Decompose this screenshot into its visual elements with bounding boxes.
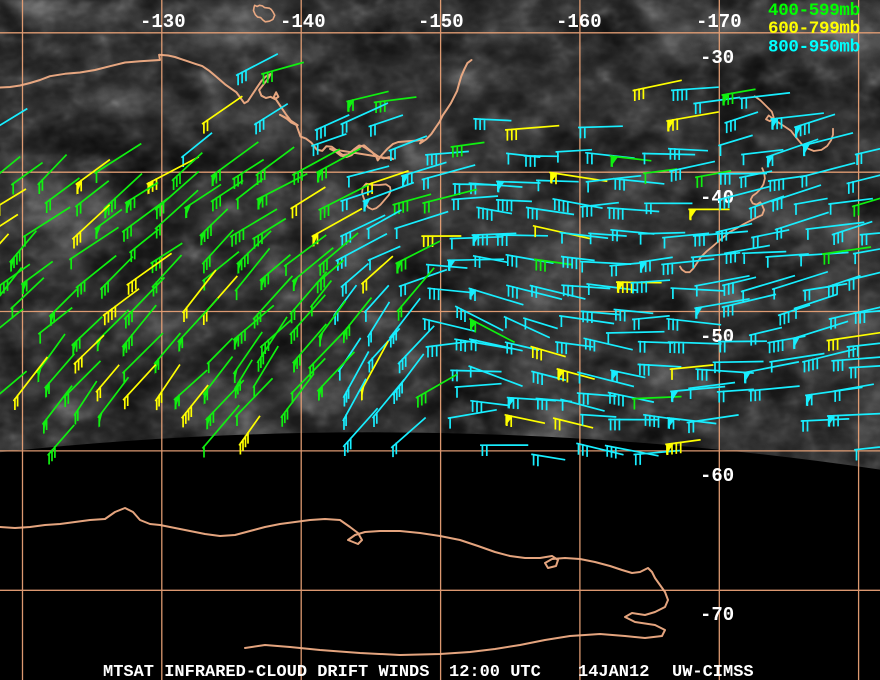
svg-text:14JAN12: 14JAN12: [578, 663, 649, 680]
svg-text:MTSAT INFRARED-CLOUD DRIFT WIN: MTSAT INFRARED-CLOUD DRIFT WINDS: [103, 663, 429, 680]
svg-text:-140: -140: [280, 11, 326, 33]
svg-text:600-799mb: 600-799mb: [768, 19, 860, 39]
svg-text:-130: -130: [140, 11, 186, 33]
svg-text:-50: -50: [700, 326, 734, 348]
svg-text:-160: -160: [556, 11, 602, 33]
svg-text:-150: -150: [418, 11, 464, 33]
svg-text:-70: -70: [700, 604, 734, 626]
svg-text:400-599mb: 400-599mb: [768, 1, 860, 21]
svg-text:-170: -170: [696, 11, 742, 33]
svg-text:12:00 UTC: 12:00 UTC: [449, 663, 541, 680]
svg-text:-60: -60: [700, 465, 734, 487]
svg-text:UW-CIMSS: UW-CIMSS: [672, 663, 754, 680]
svg-text:800-950mb: 800-950mb: [768, 37, 860, 57]
svg-text:-30: -30: [700, 47, 734, 69]
